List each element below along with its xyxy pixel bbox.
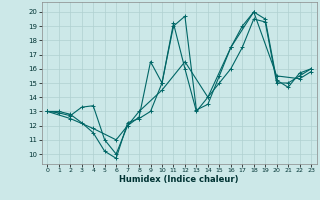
X-axis label: Humidex (Indice chaleur): Humidex (Indice chaleur): [119, 175, 239, 184]
